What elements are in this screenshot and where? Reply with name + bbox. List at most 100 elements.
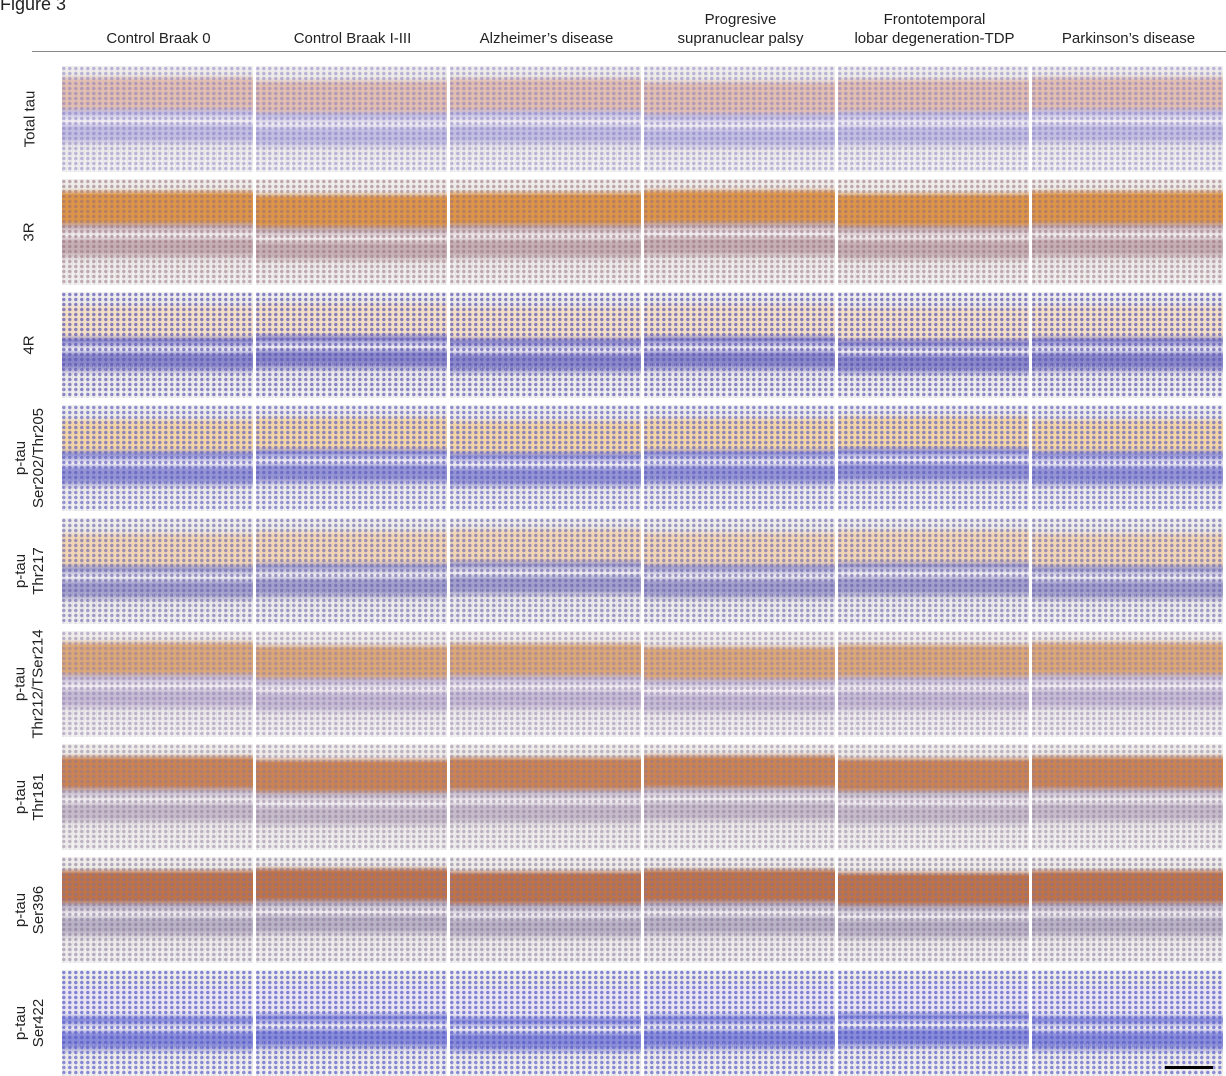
row-label-line: Ser422 <box>30 999 48 1047</box>
header-rule <box>32 51 1226 52</box>
micrograph <box>644 744 835 850</box>
header-line: supranuclear palsy <box>678 29 804 48</box>
micrograph <box>450 66 641 172</box>
micrograph <box>62 292 253 398</box>
micrograph <box>1032 744 1223 850</box>
micrograph <box>1032 970 1223 1076</box>
micrograph <box>1032 179 1223 285</box>
row-label-line: Thr217 <box>30 547 48 595</box>
row-label-line: p-tau <box>12 893 30 927</box>
row-label-text: 4R <box>21 335 39 354</box>
micrograph <box>644 405 835 511</box>
micrograph <box>62 857 253 963</box>
micrograph <box>1032 518 1223 624</box>
micrograph <box>256 292 447 398</box>
row-label-line: p-tau <box>12 667 30 701</box>
micrograph <box>838 857 1029 963</box>
micrograph <box>450 970 641 1076</box>
row-label-text: 3R <box>21 222 39 241</box>
micrograph <box>450 631 641 737</box>
row-label: Total tau <box>0 66 60 172</box>
micrograph <box>1032 405 1223 511</box>
micrograph <box>1032 631 1223 737</box>
micrograph <box>644 179 835 285</box>
micrograph <box>256 179 447 285</box>
micrograph <box>62 405 253 511</box>
micrograph <box>838 631 1029 737</box>
micrograph <box>256 518 447 624</box>
row-label-line: Ser202/Thr205 <box>30 408 48 508</box>
micrograph <box>838 744 1029 850</box>
micrograph <box>256 405 447 511</box>
header-line: Control Braak I-III <box>294 29 412 48</box>
micrograph <box>644 292 835 398</box>
micrograph <box>644 631 835 737</box>
micrograph <box>838 518 1029 624</box>
micrograph <box>62 744 253 850</box>
row-label-line: Total tau <box>21 91 39 148</box>
micrograph <box>450 518 641 624</box>
micrograph <box>838 970 1029 1076</box>
scale-bar <box>1165 1066 1213 1069</box>
micrograph <box>644 857 835 963</box>
row-label-line: 4R <box>21 335 39 354</box>
row-label: 3R <box>0 179 60 285</box>
micrograph <box>644 66 835 172</box>
row-label-line: p-tau <box>12 1006 30 1040</box>
column-header: Alzheimer’s disease <box>450 6 643 48</box>
row-label-line: Ser396 <box>30 886 48 934</box>
micrograph <box>256 66 447 172</box>
micrograph <box>256 970 447 1076</box>
header-line: Progresive <box>705 10 777 29</box>
row-label-line: p-tau <box>12 780 30 814</box>
figure-page: {"figure_label": "Figure 3", "columns": … <box>0 0 1226 1076</box>
row-label-text: Total tau <box>21 91 39 148</box>
micrograph <box>62 179 253 285</box>
column-header: Control Braak I-III <box>256 6 449 48</box>
figure-label: Figure 3 <box>0 0 66 15</box>
micrograph <box>1032 66 1223 172</box>
micrograph <box>644 518 835 624</box>
row-label-line: p-tau <box>12 554 30 588</box>
micrograph <box>450 405 641 511</box>
micrograph <box>450 292 641 398</box>
micrograph <box>450 179 641 285</box>
micrograph <box>256 631 447 737</box>
micrograph <box>256 857 447 963</box>
row-label-line: Thr181 <box>30 773 48 821</box>
row-label-line: p-tau <box>12 441 30 475</box>
micrograph <box>838 405 1029 511</box>
micrograph <box>644 970 835 1076</box>
micrograph <box>838 292 1029 398</box>
header-line: Control Braak 0 <box>106 29 210 48</box>
row-label-line: Thr212/TSer214 <box>30 629 48 738</box>
micrograph <box>62 66 253 172</box>
micrograph <box>62 970 253 1076</box>
header-line: Alzheimer’s disease <box>480 29 614 48</box>
micrograph <box>62 518 253 624</box>
column-header: Control Braak 0 <box>62 6 255 48</box>
column-header: Parkinson’s disease <box>1032 6 1225 48</box>
micrograph <box>450 744 641 850</box>
header-line: Frontotemporal <box>884 10 986 29</box>
row-label-line: 3R <box>21 222 39 241</box>
micrograph <box>450 857 641 963</box>
micrograph <box>1032 857 1223 963</box>
micrograph <box>838 66 1029 172</box>
header-line: Parkinson’s disease <box>1062 29 1195 48</box>
row-label: 4R <box>0 292 60 398</box>
micrograph <box>1032 292 1223 398</box>
